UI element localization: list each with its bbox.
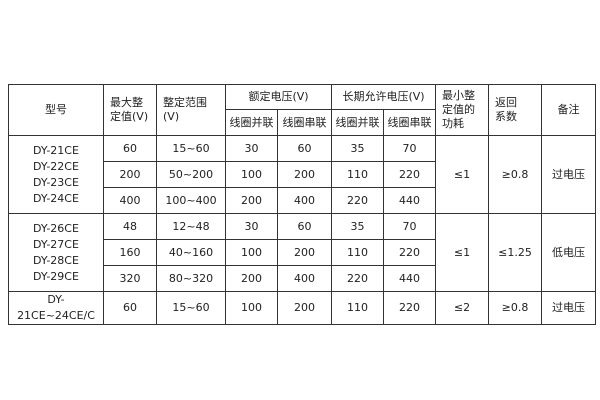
long-parallel-cell: 110 — [331, 161, 385, 188]
remark-cell: 过电压 — [541, 291, 597, 325]
header-remark: 备注 — [541, 84, 597, 136]
rated-series-cell: 200 — [276, 239, 333, 266]
setting-range-cell: 12~48 — [156, 213, 226, 240]
max-setting-cell: 160 — [103, 239, 157, 266]
model-name: DY-21CE — [33, 143, 79, 157]
header-line: 最小整 — [442, 89, 476, 102]
model-name: DY-21CE~24CE/C — [17, 293, 95, 322]
long-series-cell: 70 — [383, 135, 437, 162]
long-series-cell: 220 — [383, 291, 437, 325]
max-setting-cell: 400 — [103, 187, 157, 214]
header-rated-voltage: 额定电压(V) — [224, 84, 333, 110]
header-model: 型号 — [8, 84, 104, 136]
rated-series-cell: 400 — [276, 187, 333, 214]
max-setting-cell: 48 — [103, 213, 157, 240]
long-parallel-cell: 110 — [331, 291, 385, 325]
header-line: 系数 — [495, 110, 518, 123]
long-series-cell: 70 — [383, 213, 437, 240]
table-body: DY-21CE DY-22CE DY-23CE DY-24CE 60 15~60 30 60 3… — [8, 135, 597, 325]
table-row: 200 50~200 100 200 110 220 — [9, 161, 596, 188]
rated-series-cell: 60 — [276, 213, 333, 240]
return-coef-cell: ≥0.8 — [488, 135, 543, 214]
header-long-parallel: 线圈并联 — [331, 109, 385, 136]
model-cell: DY-21CE~24CE/C — [8, 291, 104, 325]
table-row: DY-21CE DY-22CE DY-23CE DY-24CE 60 15~60 30 60 3… — [8, 135, 597, 214]
rated-parallel-cell: 100 — [225, 161, 278, 188]
long-series-cell: 440 — [383, 187, 437, 214]
rated-series-cell: 200 — [276, 291, 333, 325]
header-rated-parallel: 线圈并联 — [225, 109, 278, 136]
max-setting-cell: 200 — [103, 161, 157, 188]
rated-parallel-cell: 200 — [225, 187, 278, 214]
rated-parallel-cell: 30 — [225, 135, 278, 162]
rated-series-cell: 60 — [276, 135, 333, 162]
model-name: DY-24CE — [33, 191, 79, 205]
table-row: DY-26CE DY-27CE DY-28CE DY-29CE 48 12~48 30 60 3… — [8, 213, 597, 292]
max-setting-cell: 60 — [103, 135, 157, 162]
header-line: (V) — [163, 110, 180, 123]
model-name: DY-29CE — [33, 269, 79, 283]
header-line: 功耗 — [442, 117, 465, 130]
return-coef-cell: ≥0.8 — [488, 291, 543, 325]
rated-series-cell: 200 — [276, 161, 333, 188]
model-name: DY-22CE — [33, 159, 79, 173]
long-parallel-cell: 220 — [331, 187, 385, 214]
table-row: 160 40~160 100 200 110 220 — [9, 239, 596, 266]
rated-parallel-cell: 100 — [225, 291, 278, 325]
long-series-cell: 220 — [383, 161, 437, 188]
header-return-coef: 返回 系数 — [488, 84, 543, 136]
min-power-cell: ≤2 — [435, 291, 490, 325]
long-parallel-cell: 35 — [331, 213, 385, 240]
setting-range-cell: 80~320 — [156, 265, 226, 292]
long-series-cell: 440 — [383, 265, 437, 292]
header-rated-series: 线圈串联 — [276, 109, 333, 136]
return-coef-cell: ≤1.25 — [488, 213, 543, 292]
spec-table: 型号 最大整 定值(V) 整定范围 (V) 额定电压(V) 长期允许电压(V) 最小… — [8, 84, 597, 325]
header-max-setting: 最大整 定值(V) — [103, 84, 157, 136]
rated-series-cell: 400 — [276, 265, 333, 292]
model-name: DY-27CE — [33, 237, 79, 251]
table-row: DY-21CE~24CE/C 60 15~60 100 200 110 220 ≤2 ≥0.8 过… — [8, 291, 597, 325]
model-name: DY-26CE — [33, 221, 79, 235]
setting-range-cell: 50~200 — [156, 161, 226, 188]
max-setting-cell: 60 — [103, 291, 157, 325]
long-parallel-cell: 35 — [331, 135, 385, 162]
header-line: 整定范围 — [163, 96, 207, 109]
header-line: 最大整 — [110, 96, 143, 109]
header-long-term-voltage: 长期允许电压(V) — [331, 84, 437, 110]
setting-range-cell: 15~60 — [156, 135, 226, 162]
rated-parallel-cell: 200 — [225, 265, 278, 292]
model-cell: DY-26CE DY-27CE DY-28CE DY-29CE — [8, 213, 104, 292]
setting-range-cell: 100~400 — [156, 187, 226, 214]
header-long-series: 线圈串联 — [383, 109, 437, 136]
min-power-cell: ≤1 — [435, 135, 490, 214]
setting-range-cell: 15~60 — [156, 291, 226, 325]
remark-cell: 低电压 — [541, 213, 597, 292]
model-name: DY-28CE — [33, 253, 79, 267]
max-setting-cell: 320 — [103, 265, 157, 292]
long-parallel-cell: 220 — [331, 265, 385, 292]
long-parallel-cell: 110 — [331, 239, 385, 266]
model-cell: DY-21CE DY-22CE DY-23CE DY-24CE — [8, 135, 104, 214]
long-series-cell: 220 — [383, 239, 437, 266]
header-line: 返回 — [495, 96, 518, 109]
rated-parallel-cell: 30 — [225, 213, 278, 240]
header-setting-range: 整定范围 (V) — [156, 84, 226, 136]
setting-range-cell: 40~160 — [156, 239, 226, 266]
remark-cell: 过电压 — [541, 135, 597, 214]
header-line: 定值的 — [442, 103, 476, 116]
min-power-cell: ≤1 — [435, 213, 490, 292]
rated-parallel-cell: 100 — [225, 239, 278, 266]
table-row: 400 100~400 200 400 220 440 — [9, 187, 596, 214]
header-line: 定值(V) — [110, 110, 149, 123]
model-name: DY-23CE — [33, 175, 79, 189]
table-row: 320 80~320 200 400 220 440 — [9, 265, 596, 292]
header-min-power: 最小整 定值的 功耗 — [435, 84, 490, 136]
